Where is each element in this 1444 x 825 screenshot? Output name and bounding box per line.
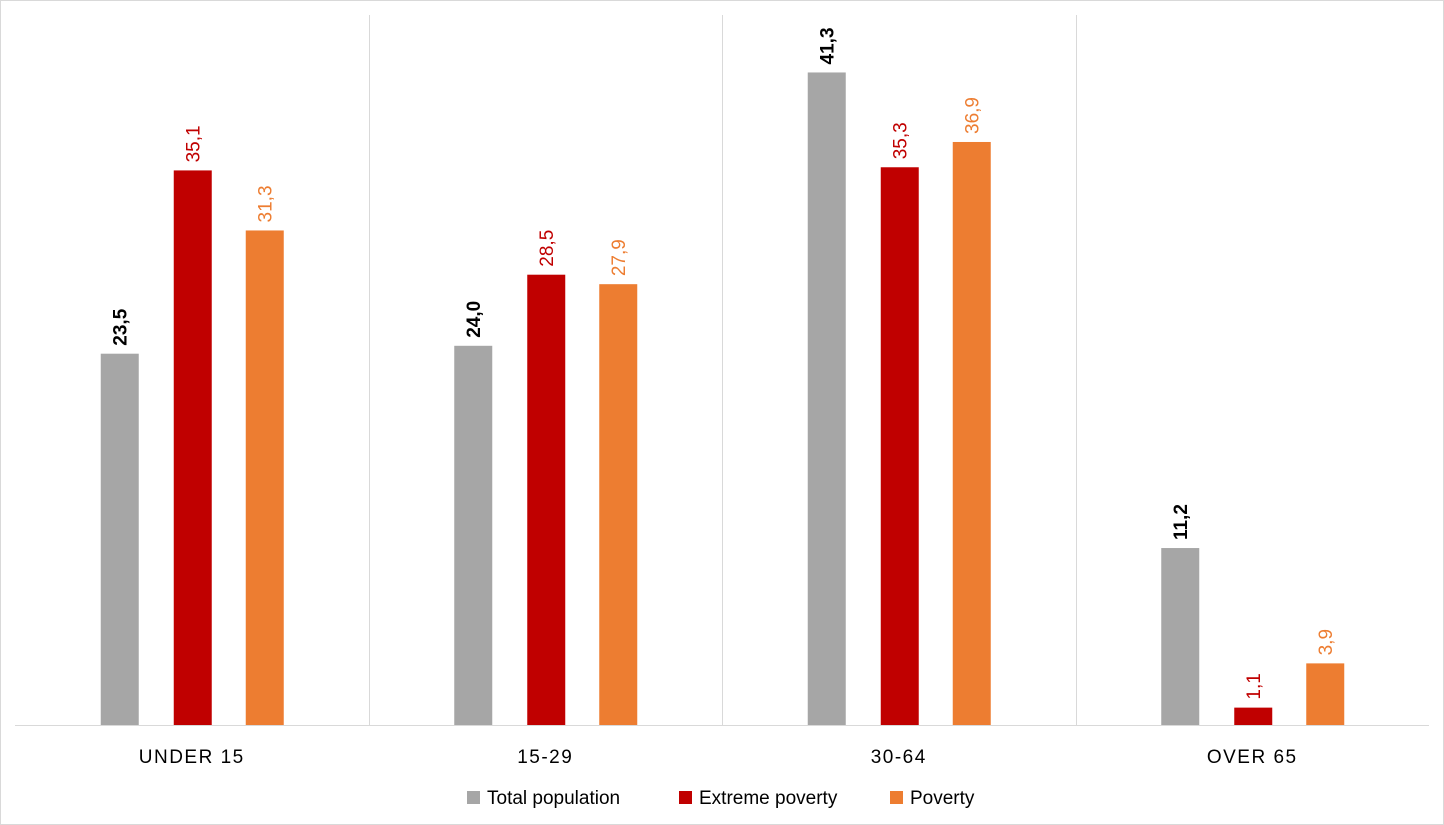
legend-swatch-total-population xyxy=(467,791,480,804)
legend: Total population Extreme poverty Poverty xyxy=(467,788,975,809)
data-label-extreme-poverty-under-15: 35,1 xyxy=(184,125,205,162)
bar-total-population-under-15 xyxy=(100,353,139,725)
legend-swatch-extreme-poverty xyxy=(679,791,692,804)
bar-total-population-over-65 xyxy=(1161,548,1200,725)
bar-extreme-poverty-30-64 xyxy=(880,167,919,725)
bar-extreme-poverty-under-15 xyxy=(173,170,212,726)
x-axis-tick-labels: UNDER 15 15-29 30-64 OVER 65 xyxy=(139,747,1298,768)
data-label-poverty-15-29: 27,9 xyxy=(609,239,630,276)
data-label-extreme-poverty-30-64: 35,3 xyxy=(891,122,912,159)
data-label-extreme-poverty-over-65: 1,1 xyxy=(1244,673,1265,699)
data-label-poverty-over-65: 3,9 xyxy=(1316,629,1337,655)
data-label-poverty-under-15: 31,3 xyxy=(256,185,277,222)
bar-extreme-poverty-over-65 xyxy=(1234,707,1273,725)
bars-group xyxy=(100,72,1345,726)
legend-swatch-poverty xyxy=(890,791,903,804)
bar-total-population-15-29 xyxy=(454,345,493,725)
legend-label-total-population: Total population xyxy=(487,788,620,809)
data-label-total-population-30-64: 41,3 xyxy=(818,27,839,64)
legend-label-poverty: Poverty xyxy=(910,788,975,809)
data-label-total-population-15-29: 24,0 xyxy=(464,301,485,338)
data-label-extreme-poverty-15-29: 28,5 xyxy=(537,230,558,267)
data-label-total-population-over-65: 11,2 xyxy=(1171,504,1192,540)
bar-poverty-under-15 xyxy=(245,230,284,725)
data-label-poverty-30-64: 36,9 xyxy=(963,97,984,134)
x-tick-label-under-15: UNDER 15 xyxy=(139,747,245,768)
data-label-total-population-under-15: 23,5 xyxy=(111,308,132,345)
x-tick-label-15-29: 15-29 xyxy=(517,747,573,768)
bar-poverty-30-64 xyxy=(952,141,991,726)
bar-extreme-poverty-15-29 xyxy=(527,274,566,725)
x-tick-label-over-65: OVER 65 xyxy=(1207,747,1298,768)
bar-total-population-30-64 xyxy=(807,72,846,725)
bar-poverty-15-29 xyxy=(599,284,638,725)
legend-label-extreme-poverty: Extreme poverty xyxy=(699,788,838,809)
category-dividers xyxy=(369,15,1077,725)
x-tick-label-30-64: 30-64 xyxy=(871,747,927,768)
bar-poverty-over-65 xyxy=(1306,663,1345,725)
data-labels-group: 23,5 35,1 31,3 24,0 28,5 27,9 41,3 35,3 36,9 11,2… xyxy=(111,27,1338,699)
